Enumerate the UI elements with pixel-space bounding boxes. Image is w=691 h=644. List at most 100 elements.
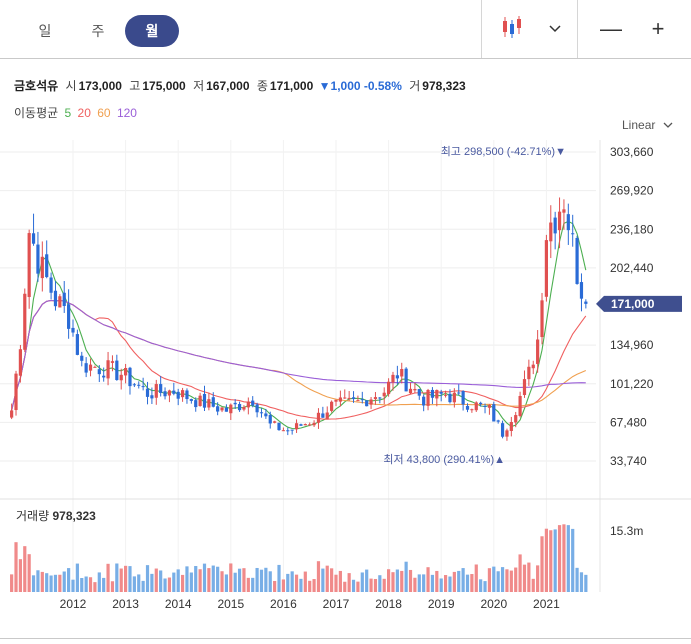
candle-body — [395, 375, 399, 379]
volume-bar — [88, 577, 93, 592]
chart-toolbar: 일 주 월 — + — [0, 0, 691, 59]
scale-toggle[interactable]: Linear — [622, 118, 673, 132]
volume-bar — [255, 567, 259, 592]
volume-bar — [75, 563, 79, 592]
candle-body — [71, 327, 75, 333]
candle-body — [124, 367, 128, 376]
candle-body — [264, 413, 268, 417]
candle-body — [562, 209, 566, 213]
volume-bar — [435, 570, 439, 592]
candle-body — [251, 400, 255, 406]
volume-bar — [224, 574, 229, 592]
candle-body — [443, 394, 448, 396]
tab-month[interactable]: 월 — [125, 15, 179, 47]
volume-bar — [426, 567, 430, 592]
volume-bar — [154, 568, 158, 592]
volume-bar — [119, 568, 123, 592]
candle-body — [220, 407, 224, 411]
volume-bar — [492, 566, 496, 592]
candle-body — [483, 405, 487, 407]
tab-week[interactable]: 주 — [91, 23, 105, 39]
y-tick-label: 67,480 — [610, 415, 647, 429]
candle-body — [137, 384, 141, 386]
volume-bar — [189, 572, 193, 592]
volume-bar — [273, 580, 277, 592]
volume-bar — [242, 568, 246, 592]
volume-bar — [40, 571, 44, 592]
candle-body — [579, 282, 584, 299]
volume-bar — [312, 579, 316, 592]
volume-bar — [180, 574, 185, 592]
plus-icon[interactable]: + — [651, 16, 665, 41]
volume-bar — [67, 568, 71, 592]
volume-bar — [49, 575, 53, 592]
candle-body — [308, 424, 312, 426]
candle-body — [255, 404, 259, 413]
volume-value: 978,323 — [422, 79, 466, 93]
candle-body — [180, 390, 185, 398]
candle-body — [167, 390, 172, 396]
volume-bar — [365, 569, 369, 592]
candle-body — [84, 363, 88, 373]
volume-panel-label: 거래량 — [16, 509, 50, 523]
volume-bar — [176, 569, 180, 592]
candle-body — [110, 361, 115, 363]
volume-bar — [220, 571, 224, 592]
candle-body — [62, 292, 66, 306]
candle-body — [500, 423, 505, 437]
volume-bar — [465, 574, 470, 592]
candle-body — [303, 424, 307, 426]
candle-body — [553, 217, 557, 234]
volume-bar — [500, 567, 505, 592]
volume-bar — [167, 577, 172, 592]
candle-body — [378, 397, 382, 399]
candlestick-icon[interactable] — [498, 14, 528, 44]
candle-body — [544, 240, 548, 297]
candle-body — [80, 355, 84, 361]
volume-bar — [509, 570, 513, 592]
volume-bar — [115, 563, 119, 592]
volume-bar — [330, 568, 334, 592]
volume-bar — [308, 580, 312, 592]
candle-body — [452, 392, 456, 403]
candle-body — [14, 373, 18, 411]
volume-bar — [132, 576, 136, 592]
candle-body — [536, 339, 540, 364]
current-price-tag — [596, 295, 682, 312]
volume-bar — [378, 575, 382, 592]
candle-body — [465, 405, 470, 410]
ma-120: 120 — [116, 106, 137, 120]
volume-bar — [479, 579, 483, 592]
candle-body — [549, 222, 553, 242]
volume-bar — [518, 554, 522, 592]
volume-bar — [439, 578, 443, 592]
minus-icon[interactable]: — — [600, 16, 622, 41]
volume-bar — [584, 574, 588, 592]
volume-bar — [14, 542, 18, 592]
volume-bar — [45, 573, 49, 592]
candle-body — [343, 397, 347, 399]
candle-body — [571, 233, 575, 235]
volume-bar — [470, 574, 474, 592]
chevron-down-icon[interactable] — [540, 14, 570, 44]
moving-average-legend[interactable]: 이동평균 5 20 60 120 — [14, 104, 137, 121]
candle-body — [45, 254, 49, 278]
ma-60: 60 — [97, 106, 111, 120]
candle-body — [154, 384, 158, 398]
candle-body — [461, 391, 465, 405]
x-tick-label: 2018 — [375, 597, 402, 611]
volume-bar — [514, 567, 518, 592]
candle-body — [185, 390, 189, 400]
volume-bar — [27, 554, 31, 592]
tab-day[interactable]: 일 — [38, 23, 52, 39]
volume-bar — [325, 565, 329, 592]
low-label: 저 — [193, 79, 205, 93]
volume-bar — [229, 563, 233, 592]
candle-body — [470, 409, 474, 411]
candle-body — [474, 402, 478, 411]
y-tick-label: 101,220 — [610, 377, 654, 391]
candle-body — [334, 399, 338, 402]
high-value: 175,000 — [142, 79, 186, 93]
volume-panel-value: 978,323 — [52, 509, 96, 523]
